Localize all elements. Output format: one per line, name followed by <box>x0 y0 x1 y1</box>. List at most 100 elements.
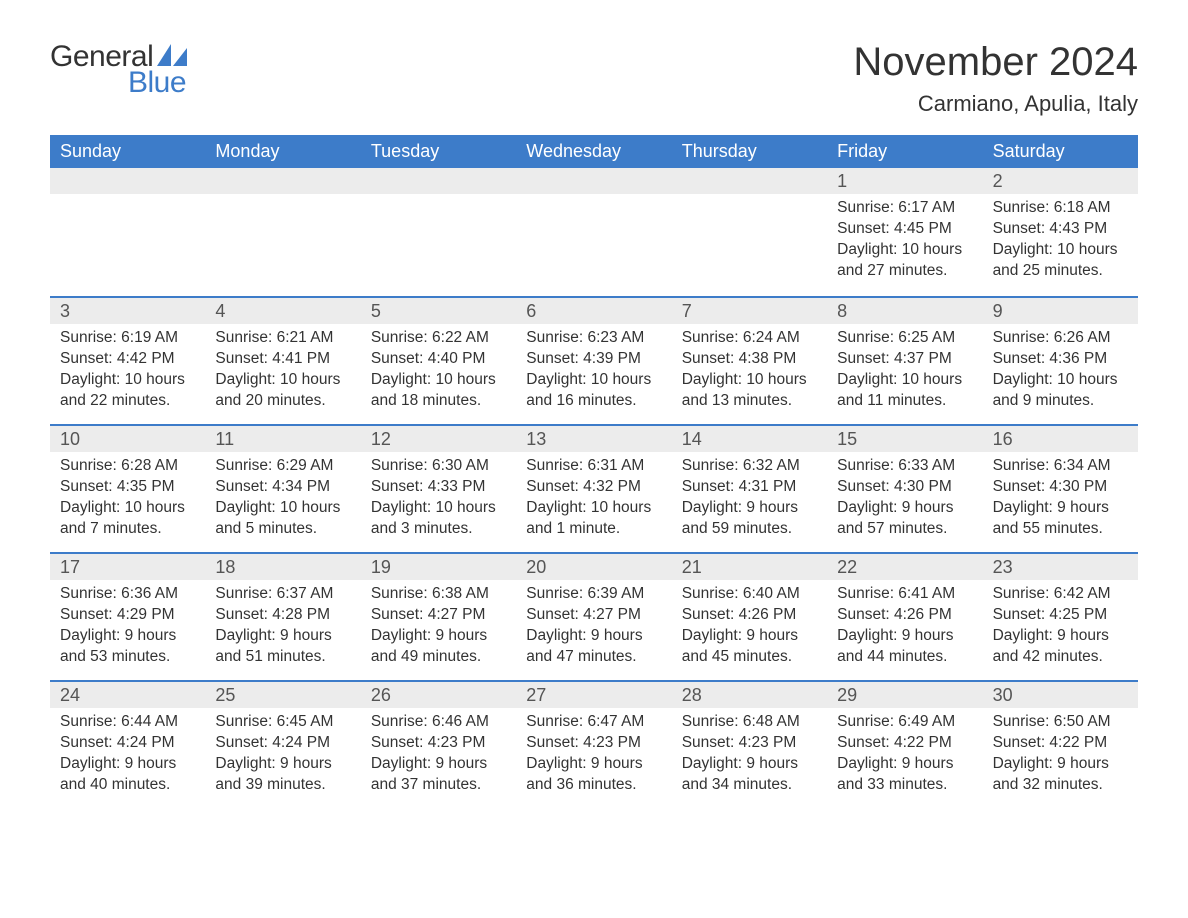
daylight-text: Daylight: 9 hours and 42 minutes. <box>993 626 1128 668</box>
sunrise-text: Sunrise: 6:41 AM <box>837 584 972 605</box>
sunrise-text: Sunrise: 6:17 AM <box>837 198 972 219</box>
daylight-text: Daylight: 10 hours and 3 minutes. <box>371 498 506 540</box>
calendar-cell <box>516 168 671 296</box>
sunset-text: Sunset: 4:25 PM <box>993 605 1128 626</box>
day-number: 11 <box>205 426 360 452</box>
day-number: 28 <box>672 682 827 708</box>
calendar: Sunday Monday Tuesday Wednesday Thursday… <box>50 135 1138 808</box>
sunset-text: Sunset: 4:31 PM <box>682 477 817 498</box>
calendar-cell: 13Sunrise: 6:31 AMSunset: 4:32 PMDayligh… <box>516 426 671 552</box>
calendar-cell: 2Sunrise: 6:18 AMSunset: 4:43 PMDaylight… <box>983 168 1138 296</box>
weekday-header: Tuesday <box>361 135 516 168</box>
day-number: 25 <box>205 682 360 708</box>
day-number: 19 <box>361 554 516 580</box>
sunset-text: Sunset: 4:26 PM <box>837 605 972 626</box>
day-number: 29 <box>827 682 982 708</box>
daylight-text: Daylight: 9 hours and 51 minutes. <box>215 626 350 668</box>
sunset-text: Sunset: 4:23 PM <box>526 733 661 754</box>
sunset-text: Sunset: 4:34 PM <box>215 477 350 498</box>
sunset-text: Sunset: 4:33 PM <box>371 477 506 498</box>
sunset-text: Sunset: 4:29 PM <box>60 605 195 626</box>
sunrise-text: Sunrise: 6:38 AM <box>371 584 506 605</box>
sunset-text: Sunset: 4:45 PM <box>837 219 972 240</box>
day-number: 8 <box>827 298 982 324</box>
weekday-header: Wednesday <box>516 135 671 168</box>
day-number: 27 <box>516 682 671 708</box>
sunrise-text: Sunrise: 6:47 AM <box>526 712 661 733</box>
sunrise-text: Sunrise: 6:21 AM <box>215 328 350 349</box>
daylight-text: Daylight: 10 hours and 22 minutes. <box>60 370 195 412</box>
weekday-header-row: Sunday Monday Tuesday Wednesday Thursday… <box>50 135 1138 168</box>
sunset-text: Sunset: 4:43 PM <box>993 219 1128 240</box>
sunrise-text: Sunrise: 6:40 AM <box>682 584 817 605</box>
day-number: 20 <box>516 554 671 580</box>
sunset-text: Sunset: 4:24 PM <box>60 733 195 754</box>
day-number: 12 <box>361 426 516 452</box>
sunset-text: Sunset: 4:28 PM <box>215 605 350 626</box>
sunrise-text: Sunrise: 6:30 AM <box>371 456 506 477</box>
daylight-text: Daylight: 9 hours and 32 minutes. <box>993 754 1128 796</box>
calendar-cell: 24Sunrise: 6:44 AMSunset: 4:24 PMDayligh… <box>50 682 205 808</box>
calendar-cell: 12 Sunrise: 6:30 AMSunset: 4:33 PMDayligh… <box>361 426 516 552</box>
sunset-text: Sunset: 4:36 PM <box>993 349 1128 370</box>
daylight-text: Daylight: 9 hours and 36 minutes. <box>526 754 661 796</box>
day-details: Sunrise: 6:21 AMSunset: 4:41 PMDaylight:… <box>205 324 360 422</box>
day-number: 10 <box>50 426 205 452</box>
sunset-text: Sunset: 4:39 PM <box>526 349 661 370</box>
day-number <box>361 168 516 194</box>
day-number: 3 <box>50 298 205 324</box>
daylight-text: Daylight: 10 hours and 25 minutes. <box>993 240 1128 282</box>
daylight-text: Daylight: 10 hours and 5 minutes. <box>215 498 350 540</box>
sunrise-text: Sunrise: 6:32 AM <box>682 456 817 477</box>
sunset-text: Sunset: 4:35 PM <box>60 477 195 498</box>
daylight-text: Daylight: 9 hours and 53 minutes. <box>60 626 195 668</box>
calendar-cell: 4Sunrise: 6:21 AMSunset: 4:41 PMDaylight… <box>205 298 360 424</box>
sunrise-text: Sunrise: 6:23 AM <box>526 328 661 349</box>
day-details: Sunrise: 6:44 AMSunset: 4:24 PMDaylight:… <box>50 708 205 806</box>
sunrise-text: Sunrise: 6:33 AM <box>837 456 972 477</box>
day-details: Sunrise: 6:34 AMSunset: 4:30 PMDaylight:… <box>983 452 1138 550</box>
weekday-header: Monday <box>205 135 360 168</box>
daylight-text: Daylight: 10 hours and 7 minutes. <box>60 498 195 540</box>
daylight-text: Daylight: 9 hours and 47 minutes. <box>526 626 661 668</box>
calendar-cell: 27Sunrise: 6:47 AMSunset: 4:23 PMDayligh… <box>516 682 671 808</box>
sunset-text: Sunset: 4:22 PM <box>837 733 972 754</box>
day-details: Sunrise: 6:47 AMSunset: 4:23 PMDaylight:… <box>516 708 671 806</box>
calendar-cell: 10Sunrise: 6:28 AMSunset: 4:35 PMDayligh… <box>50 426 205 552</box>
calendar-cell: 5Sunrise: 6:22 AMSunset: 4:40 PMDaylight… <box>361 298 516 424</box>
day-details: Sunrise: 6:24 AMSunset: 4:38 PMDaylight:… <box>672 324 827 422</box>
day-details: Sunrise: 6:36 AMSunset: 4:29 PMDaylight:… <box>50 580 205 678</box>
day-number <box>672 168 827 194</box>
day-details: Sunrise: 6:29 AMSunset: 4:34 PMDaylight:… <box>205 452 360 550</box>
day-number: 1 <box>827 168 982 194</box>
sunrise-text: Sunrise: 6:26 AM <box>993 328 1128 349</box>
day-number: 22 <box>827 554 982 580</box>
daylight-text: Daylight: 10 hours and 1 minute. <box>526 498 661 540</box>
day-details: Sunrise: 6:18 AMSunset: 4:43 PMDaylight:… <box>983 194 1138 292</box>
sunrise-text: Sunrise: 6:22 AM <box>371 328 506 349</box>
day-number: 18 <box>205 554 360 580</box>
calendar-cell: 11Sunrise: 6:29 AMSunset: 4:34 PMDayligh… <box>205 426 360 552</box>
day-details: Sunrise: 6:46 AMSunset: 4:23 PMDaylight:… <box>361 708 516 806</box>
calendar-cell: 9Sunrise: 6:26 AMSunset: 4:36 PMDaylight… <box>983 298 1138 424</box>
calendar-cell: 21Sunrise: 6:40 AMSunset: 4:26 PMDayligh… <box>672 554 827 680</box>
calendar-cell: 30Sunrise: 6:50 AMSunset: 4:22 PMDayligh… <box>983 682 1138 808</box>
day-details: Sunrise: 6:31 AMSunset: 4:32 PMDaylight:… <box>516 452 671 550</box>
sunset-text: Sunset: 4:27 PM <box>371 605 506 626</box>
calendar-cell: 28Sunrise: 6:48 AMSunset: 4:23 PMDayligh… <box>672 682 827 808</box>
weekday-header: Friday <box>827 135 982 168</box>
calendar-cell <box>361 168 516 296</box>
calendar-cell: 17Sunrise: 6:36 AMSunset: 4:29 PMDayligh… <box>50 554 205 680</box>
calendar-cell: 7Sunrise: 6:24 AMSunset: 4:38 PMDaylight… <box>672 298 827 424</box>
sunrise-text: Sunrise: 6:50 AM <box>993 712 1128 733</box>
daylight-text: Daylight: 9 hours and 59 minutes. <box>682 498 817 540</box>
sunrise-text: Sunrise: 6:19 AM <box>60 328 195 349</box>
day-details: Sunrise: 6:26 AMSunset: 4:36 PMDaylight:… <box>983 324 1138 422</box>
sunset-text: Sunset: 4:26 PM <box>682 605 817 626</box>
daylight-text: Daylight: 10 hours and 11 minutes. <box>837 370 972 412</box>
day-details: Sunrise: 6:39 AMSunset: 4:27 PMDaylight:… <box>516 580 671 678</box>
day-details: Sunrise: 6:32 AMSunset: 4:31 PMDaylight:… <box>672 452 827 550</box>
calendar-cell: 6Sunrise: 6:23 AMSunset: 4:39 PMDaylight… <box>516 298 671 424</box>
sunset-text: Sunset: 4:42 PM <box>60 349 195 370</box>
daylight-text: Daylight: 10 hours and 27 minutes. <box>837 240 972 282</box>
